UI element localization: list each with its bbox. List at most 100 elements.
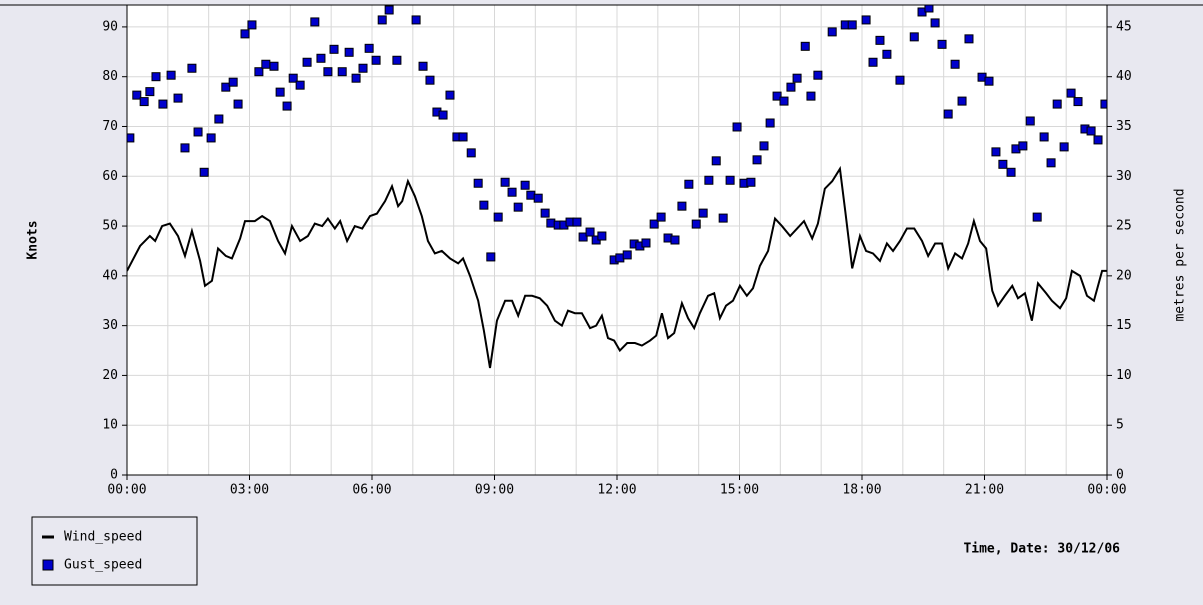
gust-point [473,178,483,188]
gust-point [275,87,285,97]
gust-point [310,17,320,27]
gust-point [847,20,857,30]
y2-tick-label: 10 [1116,368,1132,383]
gust-point [445,90,455,100]
gust-point [698,208,708,218]
gust-point [371,55,381,65]
gust-point [193,127,203,137]
gust-point [950,59,960,69]
gust-point [513,202,523,212]
gust-point [752,155,762,165]
gust-point [759,141,769,151]
gust-point [329,44,339,54]
gust-point [1052,99,1062,109]
y2-tick-label: 40 [1116,69,1132,84]
gust-point [1086,126,1096,136]
y2-tick-label: 45 [1116,19,1132,34]
gust-point [302,57,312,67]
gust-point [261,59,271,69]
marks [127,5,1107,369]
gust-point [254,67,264,77]
legend: Wind_speed Gust_speed [42,530,142,573]
x-tick-label: 21:00 [965,483,1004,498]
gust-point [533,193,543,203]
gust-point [1039,132,1049,142]
gust-point [282,101,292,111]
x-tick-label: 15:00 [720,483,759,498]
gust-point [151,72,161,82]
gust-point [597,231,607,241]
wind-line [127,165,1107,369]
gust-point [656,212,666,222]
gust-point [943,109,953,119]
gust-point [1006,167,1016,177]
gust-point [937,39,947,49]
x-tick-label: 12:00 [597,483,636,498]
gust-point [458,132,468,142]
gust-point [1025,116,1035,126]
gust-point [411,15,421,25]
gust-point [337,67,347,77]
gust-point [718,213,728,223]
gust-point [295,80,305,90]
gust-point [214,114,224,124]
gust-point [924,5,934,13]
gust-point [957,96,967,106]
gust-point [585,227,595,237]
gust-point [670,235,680,245]
gust-point [187,63,197,73]
gust-point [247,20,257,30]
gust-point [438,110,448,120]
gust-point [861,15,871,25]
gust-point [233,99,243,109]
gust-point [677,201,687,211]
gust-point [991,147,1001,157]
gust-point [158,99,168,109]
gust-point [572,217,582,227]
gust-point [578,232,588,242]
gust-point [377,15,387,25]
gust-point [418,61,428,71]
gust-point [139,97,149,107]
gust-point [344,47,354,57]
gust-point [288,73,298,83]
y-tick-label: 20 [102,368,118,383]
gust-point [779,96,789,106]
gust-point [180,143,190,153]
gust-point [323,67,333,77]
x-tick-label: 00:00 [1087,483,1126,498]
y-tick-label: 10 [102,418,118,433]
gust-point [1073,97,1083,107]
x-tick-label: 18:00 [842,483,881,498]
gust-point [882,49,892,59]
gust-point [479,200,489,210]
gust-point [868,57,878,67]
gust-point [228,77,238,87]
gust-point [199,167,209,177]
gust-point [546,218,556,228]
y-axis-label: Knots [26,220,41,259]
gust-point [930,18,940,28]
x-axis-label: Time, Date: 30/12/06 [963,542,1120,557]
gust-point [392,55,402,65]
gust-point [1059,142,1069,152]
gust-point [800,41,810,51]
y2-tick-label: 30 [1116,169,1132,184]
legend-box [31,516,198,586]
gust-point [493,212,503,222]
legend-label: Gust_speed [64,558,142,573]
y-tick-label: 0 [110,468,118,483]
gust-point [526,190,536,200]
gust-point [711,156,721,166]
gust-point [221,82,231,92]
x-tick-label: 09:00 [475,483,514,498]
y-tick-label: 70 [102,119,118,134]
gust-point [772,91,782,101]
gust-point [984,76,994,86]
gust-point [486,252,496,262]
gust-point [827,27,837,37]
legend-label: Wind_speed [64,530,142,545]
gust-point [145,87,155,97]
gust-point [746,177,756,187]
